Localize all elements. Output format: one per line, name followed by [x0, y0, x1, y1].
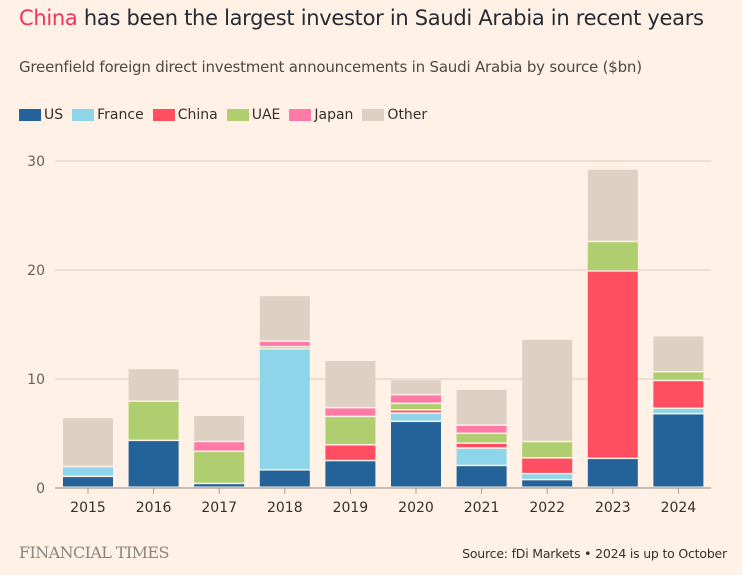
chart-title: China has been the largest investor in S… [19, 6, 704, 30]
bar-segment-china-2020 [391, 410, 441, 413]
bar-segment-us-2016 [128, 441, 179, 487]
bar-segment-france-2018 [259, 349, 310, 470]
legend-swatch-china [152, 109, 175, 121]
x-tick-label: 2015 [70, 500, 106, 516]
bar-segment-china-2024 [653, 381, 704, 408]
y-tick-label: 10 [27, 372, 45, 388]
legend-item-other: Other [362, 107, 427, 123]
bar-segment-japan-2021 [456, 425, 507, 433]
ft-logo: FINANCIAL TIMES [19, 543, 169, 562]
bar-segment-us-2022 [522, 480, 573, 487]
bar-segment-uae-2020 [391, 404, 441, 410]
legend-item-uae: UAE [226, 107, 281, 123]
legend-swatch-us [19, 109, 41, 121]
bar-segment-us-2015 [63, 477, 113, 487]
bar-segment-china-2021 [456, 443, 507, 448]
bar-segment-other-2018 [259, 296, 310, 341]
title-rest: has been the largest investor in Saudi A… [77, 6, 704, 30]
legend-swatch-japan [289, 109, 312, 121]
bar-segment-us-2021 [456, 466, 507, 487]
chart-subtitle: Greenfield foreign direct investment ann… [19, 58, 642, 76]
bar-segment-japan-2020 [391, 395, 441, 403]
bar-segment-china-2023 [587, 271, 638, 458]
x-tick-label: 2022 [529, 500, 565, 516]
x-tick-label: 2019 [333, 500, 369, 516]
bar-segment-france-2020 [391, 413, 441, 421]
bar-segment-us-2018 [259, 470, 310, 487]
legend-swatch-france [72, 109, 95, 121]
legend-item-us: US [19, 107, 63, 123]
x-tick-label: 2024 [661, 500, 697, 516]
bar-segment-uae-2023 [587, 242, 638, 271]
legend-label-japan: Japan [314, 107, 354, 123]
x-tick-label: 2017 [201, 500, 237, 516]
x-tick-label: 2016 [136, 500, 172, 516]
legend-label-uae: UAE [251, 107, 281, 123]
bar-segment-france-2021 [456, 448, 507, 465]
bar-segment-france-2015 [63, 467, 113, 476]
bar-segment-other-2019 [325, 361, 376, 407]
x-tick-label: 2021 [464, 500, 500, 516]
bar-segment-us-2017 [194, 484, 245, 487]
y-tick-label: 30 [27, 154, 45, 170]
bars [63, 169, 704, 487]
x-tick-label: 2023 [595, 500, 631, 516]
bar-segment-other-2024 [653, 336, 704, 371]
source-note: Source: fDi Markets • 2024 is up to Octo… [462, 546, 727, 561]
legend-swatch-other [362, 109, 385, 121]
bar-segment-other-2020 [391, 380, 441, 394]
bar-segment-us-2023 [587, 459, 638, 487]
bar-segment-other-2022 [522, 339, 573, 441]
bar-segment-other-2016 [128, 369, 179, 401]
x-tick-label: 2018 [267, 500, 303, 516]
bar-segment-us-2020 [391, 422, 441, 487]
bar-segment-uae-2021 [456, 434, 507, 443]
bar-segment-china-2022 [522, 458, 573, 473]
bar-segment-japan-2018 [259, 341, 310, 346]
bar-segment-other-2023 [587, 169, 638, 241]
bar-segment-japan-2017 [194, 442, 245, 451]
bar-segment-other-2021 [456, 389, 507, 425]
x-axis: 2015 2016 2017 2018 2019 2020 2021 2022 2023 2024 [55, 487, 711, 516]
bar-segment-france-2024 [653, 408, 704, 413]
legend: US France China UAE Japan Other [19, 107, 436, 123]
bar-segment-uae-2024 [653, 372, 704, 380]
bar-segment-uae-2017 [194, 452, 245, 483]
bar-segment-other-2015 [63, 418, 113, 466]
legend-item-japan: Japan [289, 107, 353, 123]
bar-segment-other-2017 [194, 416, 245, 441]
bar-segment-uae-2018 [259, 347, 310, 349]
bar-segment-us-2019 [325, 461, 376, 487]
bar-segment-us-2024 [653, 414, 704, 487]
legend-label-france: France [97, 107, 144, 123]
legend-item-china: China [152, 107, 218, 123]
bar-segment-uae-2019 [325, 417, 376, 444]
bar-segment-uae-2022 [522, 442, 573, 458]
bar-segment-uae-2016 [128, 401, 179, 440]
title-highlight: China [19, 6, 78, 30]
legend-label-us: US [44, 107, 64, 123]
legend-swatch-uae [226, 109, 249, 121]
legend-item-france: France [72, 107, 144, 123]
y-tick-label: 0 [36, 481, 45, 497]
bar-segment-japan-2019 [325, 408, 376, 416]
legend-label-other: Other [387, 107, 428, 123]
bar-segment-france-2022 [522, 474, 573, 479]
legend-label-china: China [177, 107, 218, 123]
x-tick-label: 2020 [398, 500, 434, 516]
y-tick-label: 20 [27, 263, 45, 279]
bar-segment-china-2019 [325, 445, 376, 460]
